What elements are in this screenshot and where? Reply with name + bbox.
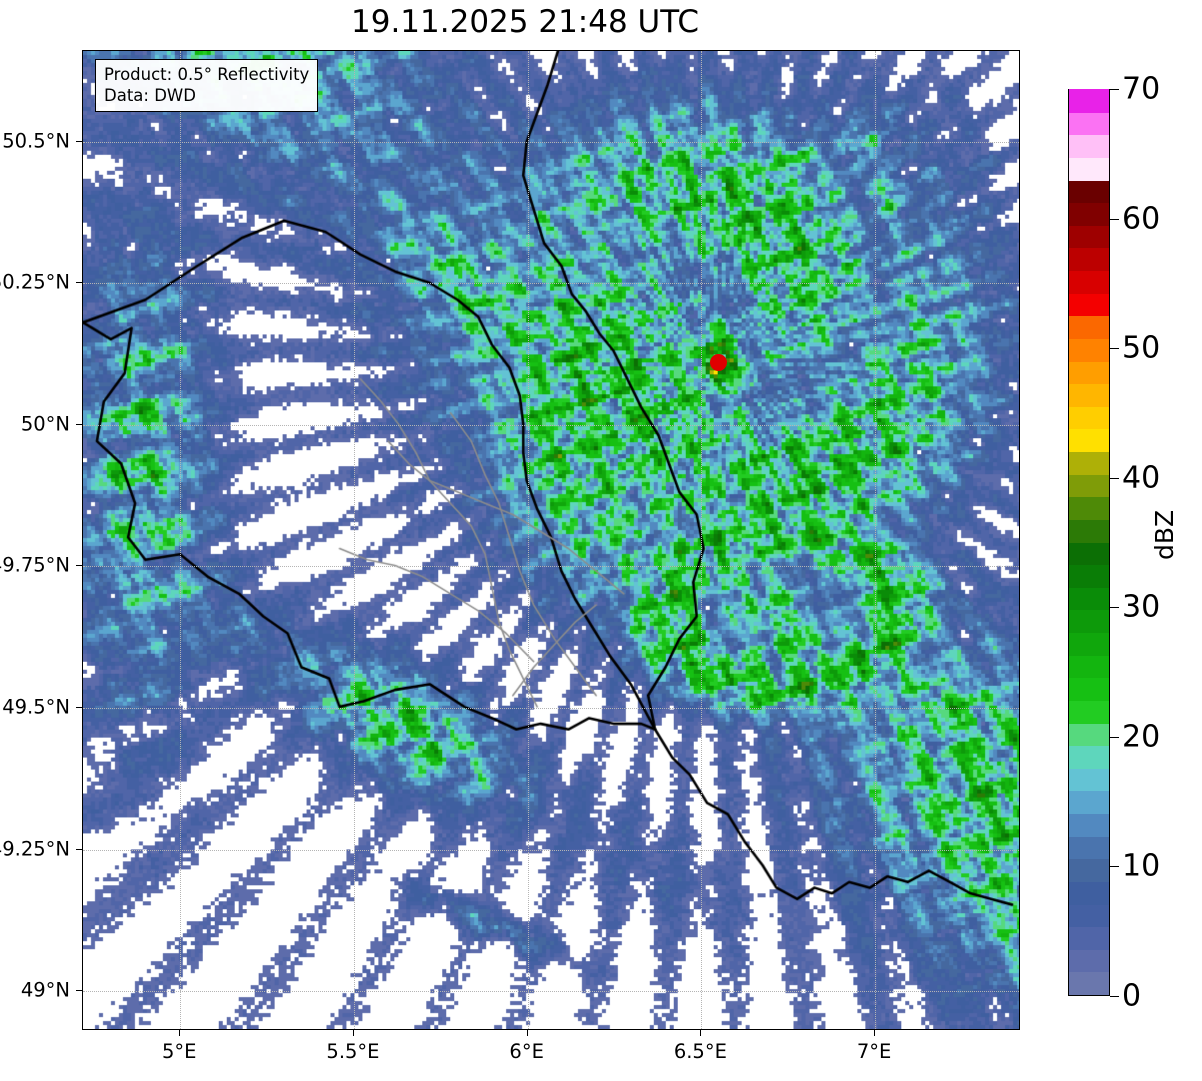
y-tick-mark — [76, 423, 82, 425]
colorbar-band — [1069, 360, 1109, 385]
x-tick-mark — [700, 1030, 702, 1036]
colorbar-band — [1069, 722, 1109, 747]
colorbar-band — [1069, 699, 1109, 724]
colorbar-band — [1069, 835, 1109, 860]
colorbar-band — [1069, 745, 1109, 769]
colorbar-band — [1069, 202, 1109, 226]
x-tick-mark — [874, 1030, 876, 1036]
colorbar-tick-label: 40 — [1122, 460, 1161, 496]
y-tick-label: 49°N — [20, 978, 70, 1002]
colorbar-tick-mark — [1110, 996, 1119, 997]
colorbar-band — [1069, 337, 1109, 362]
colorbar-tick-mark — [1110, 607, 1119, 609]
colorbar-band — [1069, 383, 1109, 407]
colorbar-band — [1069, 428, 1109, 452]
colorbar-tick-label: 10 — [1122, 848, 1161, 884]
x-tick-label: 6°E — [509, 1040, 544, 1063]
colorbar-tick-label: 70 — [1122, 71, 1161, 107]
colorbar-band — [1069, 111, 1109, 136]
product-line: Product: 0.5° Reflectivity — [104, 65, 310, 84]
colorbar-band — [1069, 812, 1109, 837]
colorbar-band — [1069, 971, 1109, 995]
x-tick-label: 5°E — [162, 1040, 197, 1063]
colorbar-band — [1069, 450, 1109, 475]
colorbar — [1068, 88, 1110, 996]
colorbar-band — [1069, 677, 1109, 701]
colorbar-band — [1069, 88, 1109, 113]
colorbar-band — [1069, 903, 1109, 928]
y-tick-mark — [76, 140, 82, 142]
colorbar-band — [1069, 292, 1109, 317]
colorbar-tick-mark — [1110, 736, 1119, 738]
y-tick-mark — [76, 848, 82, 850]
colorbar-band — [1069, 315, 1109, 339]
colorbar-band — [1069, 518, 1109, 543]
colorbar-tick-mark — [1110, 866, 1119, 868]
y-tick-label: 49.5°N — [2, 695, 70, 719]
colorbar-band — [1069, 541, 1109, 566]
colorbar-band — [1069, 654, 1109, 679]
colorbar-tick-mark — [1110, 218, 1119, 220]
colorbar-band — [1069, 473, 1109, 498]
x-tick-mark — [526, 1030, 528, 1036]
y-tick-label: 49.25°N — [0, 837, 70, 861]
page-title: 19.11.2025 21:48 UTC — [351, 4, 699, 40]
x-tick-label: 6.5°E — [673, 1040, 727, 1063]
colorbar-band — [1069, 134, 1109, 158]
colorbar-tick-mark — [1110, 477, 1119, 479]
x-tick-mark — [352, 1030, 354, 1036]
y-tick-mark — [76, 282, 82, 284]
y-tick-mark — [76, 990, 82, 992]
product-info-box: Product: 0.5° Reflectivity Data: DWD — [95, 59, 319, 113]
colorbar-band — [1069, 156, 1109, 181]
y-tick-label: 50°N — [20, 412, 70, 436]
colorbar-band — [1069, 179, 1109, 204]
y-tick-mark — [76, 707, 82, 709]
radar-site-marker[interactable] — [709, 354, 727, 372]
colorbar-band — [1069, 631, 1109, 656]
colorbar-axis-label: dBZ — [1150, 509, 1179, 560]
colorbar-tick-label: 30 — [1122, 589, 1161, 625]
colorbar-tick-mark — [1110, 89, 1119, 90]
colorbar-tick-mark — [1110, 348, 1119, 350]
y-tick-label: 50.5°N — [2, 129, 70, 153]
colorbar-band — [1069, 564, 1109, 588]
colorbar-tick-label: 20 — [1122, 719, 1161, 755]
colorbar-band — [1069, 224, 1109, 249]
x-tick-label: 7°E — [856, 1040, 892, 1063]
colorbar-tick-label: 60 — [1122, 201, 1161, 237]
data-source-line: Data: DWD — [104, 86, 196, 106]
colorbar-band — [1069, 926, 1109, 950]
colorbar-band — [1069, 948, 1109, 973]
colorbar-band — [1069, 496, 1109, 520]
colorbar-band — [1069, 247, 1109, 271]
colorbar-band — [1069, 880, 1109, 905]
colorbar-tick-label: 0 — [1122, 978, 1142, 1014]
x-tick-mark — [179, 1030, 181, 1036]
map-plot-area[interactable]: Product: 0.5° Reflectivity Data: DWD — [82, 50, 1020, 1030]
colorbar-band — [1069, 790, 1109, 814]
colorbar-band — [1069, 586, 1109, 611]
y-tick-label: 49.75°N — [0, 553, 70, 577]
colorbar-tick-label: 50 — [1122, 330, 1161, 366]
radar-reflectivity-canvas — [83, 51, 1019, 1029]
colorbar-band — [1069, 405, 1109, 430]
y-tick-label: 50.25°N — [0, 270, 70, 294]
y-tick-mark — [76, 565, 82, 567]
colorbar-band — [1069, 269, 1109, 294]
colorbar-band — [1069, 858, 1109, 882]
colorbar-band — [1069, 767, 1109, 792]
x-tick-label: 5.5°E — [326, 1040, 380, 1063]
colorbar-band — [1069, 609, 1109, 633]
